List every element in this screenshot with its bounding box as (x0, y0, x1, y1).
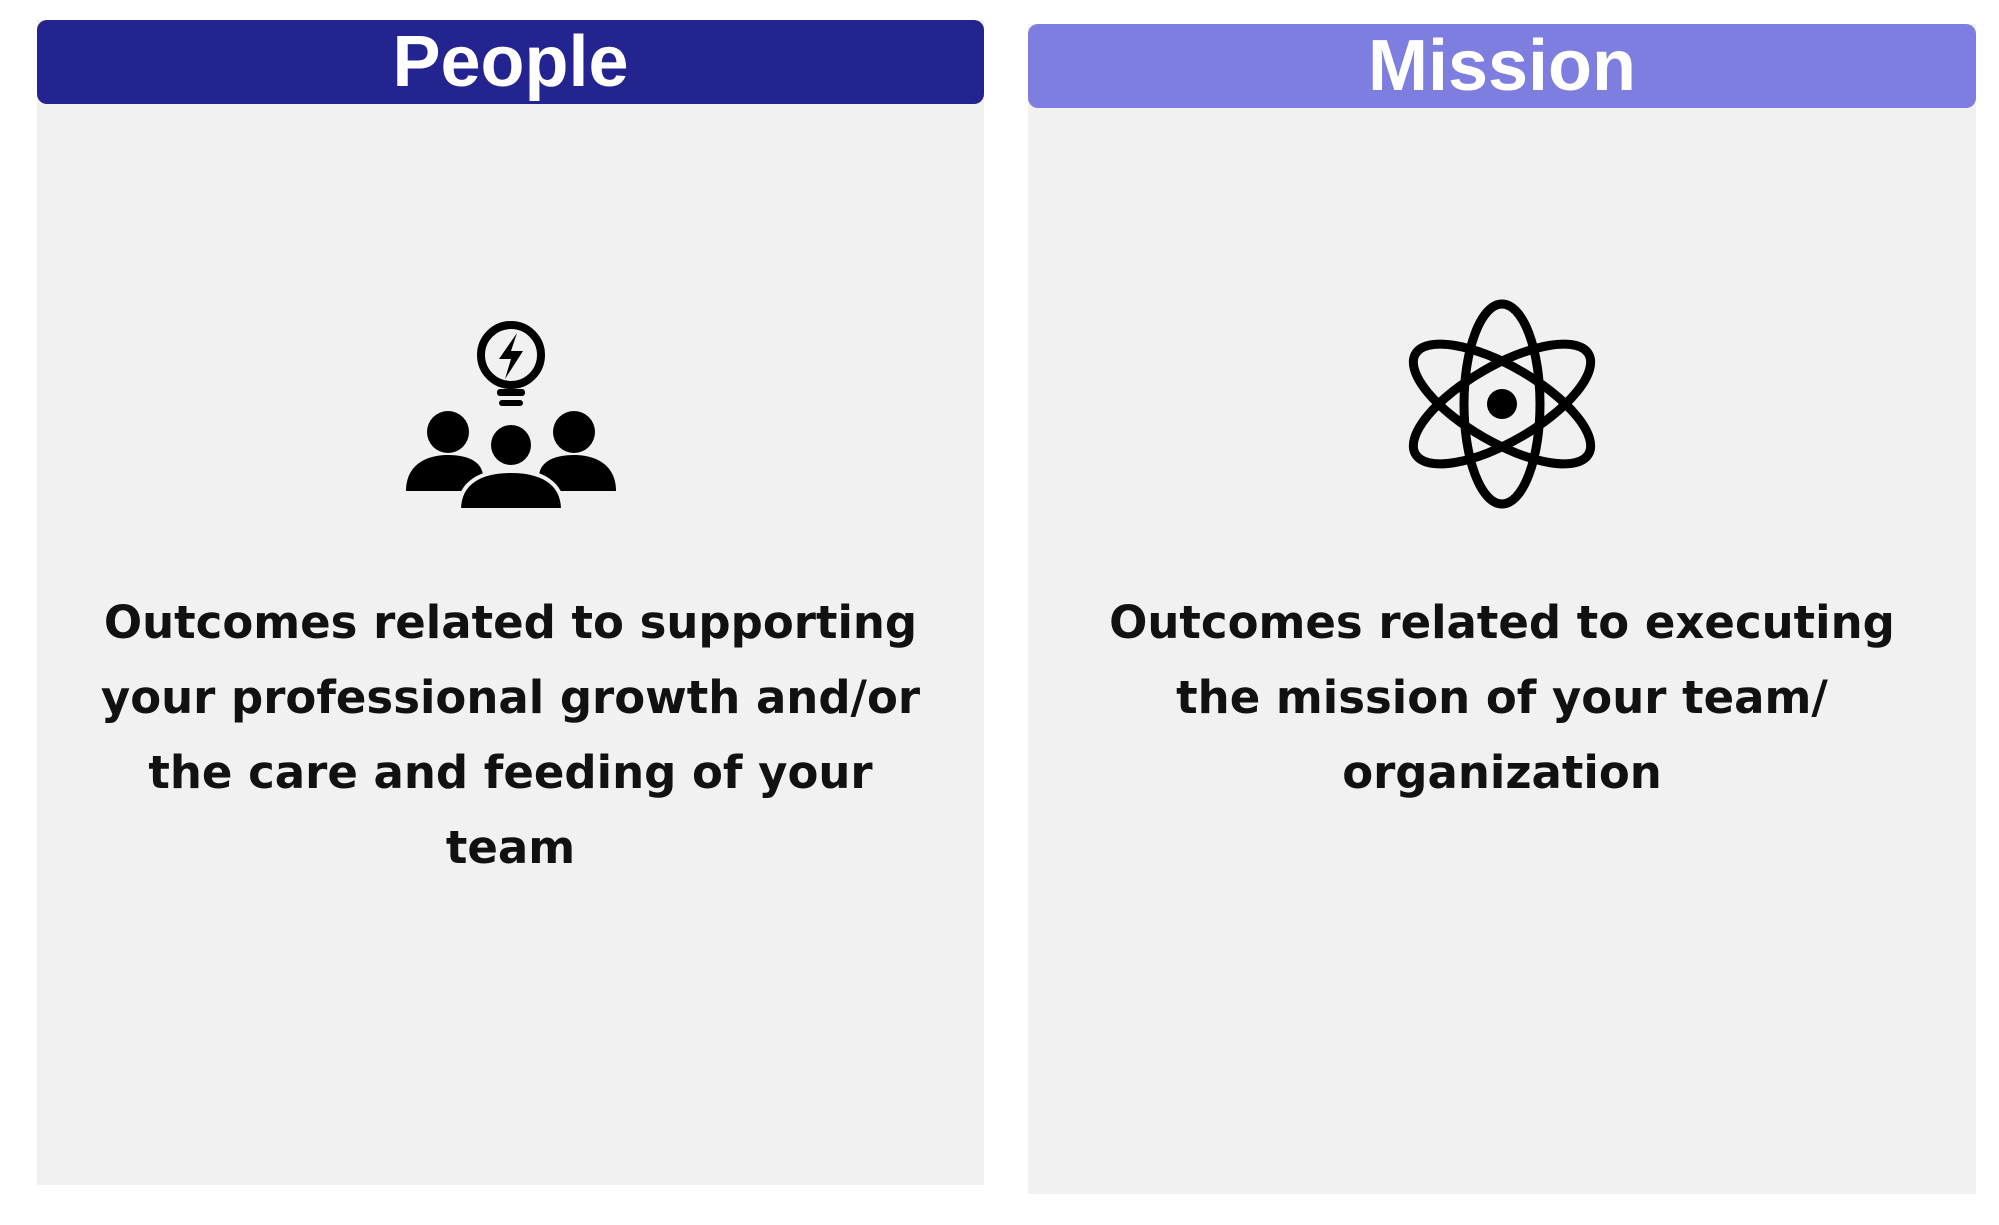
mission-card-title: Mission (1028, 24, 1976, 108)
atom-icon (1392, 294, 1612, 514)
mission-card: Mission Outcomes related to executing th… (1028, 24, 1976, 1194)
team-idea-icon (401, 295, 621, 515)
people-card-title: People (37, 20, 984, 104)
people-card-description: Outcomes related to supporting your prof… (100, 596, 921, 874)
mission-card-description: Outcomes related to executing the missio… (1109, 596, 1895, 799)
people-card: People Outcomes related to supporting yo… (37, 20, 984, 1185)
